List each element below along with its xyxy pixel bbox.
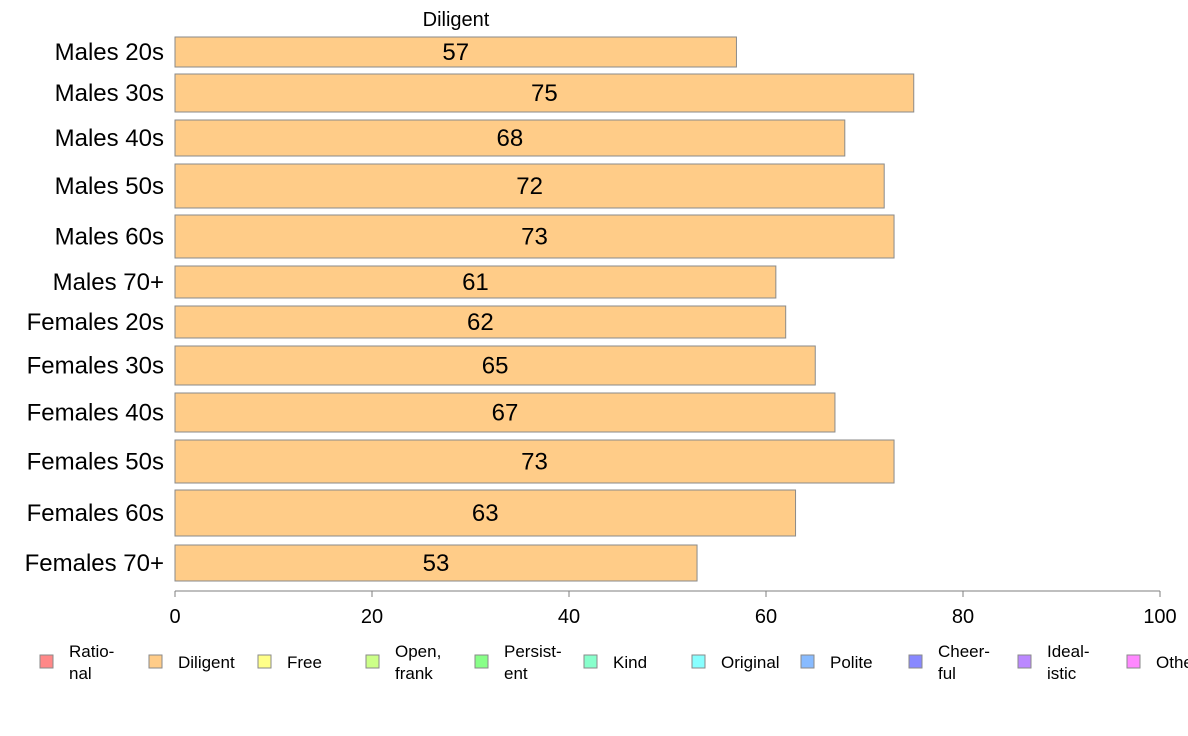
legend-swatch-cheer-ful bbox=[908, 654, 923, 669]
bar-males-60s bbox=[174, 214, 895, 259]
x-tick-label-20: 20 bbox=[361, 606, 383, 628]
bar-females-70 bbox=[174, 544, 698, 582]
value-label-males-50s: 72 bbox=[516, 173, 543, 200]
x-tick-label-60: 60 bbox=[755, 606, 777, 628]
bar-males-30s bbox=[174, 73, 915, 113]
legend-label-persist-ent-line-1: Persist- bbox=[504, 642, 562, 661]
legend-swatch-free bbox=[257, 654, 272, 669]
legend-label-kind: Kind bbox=[613, 653, 647, 672]
value-label-males-30s: 75 bbox=[531, 80, 558, 107]
bar-females-50s bbox=[174, 439, 895, 484]
legend-swatch-diligent bbox=[148, 654, 163, 669]
value-label-males-40s: 68 bbox=[497, 125, 524, 152]
value-label-females-50s: 73 bbox=[521, 449, 548, 476]
value-label-females-60s: 63 bbox=[472, 500, 499, 527]
x-tick-label-40: 40 bbox=[558, 606, 580, 628]
legend-swatch-open-frank bbox=[365, 654, 380, 669]
bar-males-70 bbox=[174, 265, 777, 299]
category-label-males-40s: Males 40s bbox=[55, 125, 164, 152]
legend-label-persist-ent-line-2: ent bbox=[504, 664, 528, 683]
chart-title: Diligent bbox=[423, 9, 490, 31]
legend-swatch-ratio-nal bbox=[39, 654, 54, 669]
legend-label-ratio-nal-line-2: nal bbox=[69, 664, 92, 683]
value-label-males-20s: 57 bbox=[442, 39, 469, 66]
legend-label-free: Free bbox=[287, 653, 322, 672]
legend-label-ideal-istic-line-2: istic bbox=[1047, 664, 1077, 683]
category-label-females-30s: Females 30s bbox=[27, 353, 164, 380]
category-label-females-50s: Females 50s bbox=[27, 449, 164, 476]
category-label-females-70: Females 70+ bbox=[25, 550, 164, 577]
bar-males-40s bbox=[174, 119, 846, 157]
value-label-females-20s: 62 bbox=[467, 309, 494, 336]
legend-label-open-frank-line-2: frank bbox=[395, 664, 433, 683]
legend-swatch-polite bbox=[800, 654, 815, 669]
x-axis: 0 20 40 60 80 100 bbox=[169, 590, 1177, 628]
legend-swatch-ideal-istic bbox=[1017, 654, 1032, 669]
legend-label-other: Other bbox=[1156, 653, 1188, 672]
legend-label-diligent: Diligent bbox=[178, 653, 235, 672]
category-label-females-40s: Females 40s bbox=[27, 400, 164, 427]
category-label-females-60s: Females 60s bbox=[27, 500, 164, 527]
legend: Ratio-nal Diligent Free Open, frank Persist-e… bbox=[39, 642, 1188, 683]
legend-swatch-persist-ent bbox=[474, 654, 489, 669]
category-label-males-30s: Males 30s bbox=[55, 80, 164, 107]
legend-label-original: Original bbox=[721, 653, 780, 672]
category-label-males-20s: Males 20s bbox=[55, 39, 164, 66]
value-label-females-40s: 67 bbox=[492, 400, 519, 427]
category-label-males-70: Males 70+ bbox=[53, 269, 164, 296]
legend-label-cheer-ful-line-1: Cheer- bbox=[938, 642, 990, 661]
legend-swatch-kind bbox=[583, 654, 598, 669]
value-label-females-70: 53 bbox=[423, 550, 450, 577]
bar-females-40s bbox=[174, 392, 836, 433]
legend-label-open-frank-line-1: Open, bbox=[395, 642, 441, 661]
legend-swatch-other bbox=[1126, 654, 1141, 669]
bar-females-30s bbox=[174, 345, 816, 386]
value-label-males-70: 61 bbox=[462, 269, 489, 296]
value-label-males-60s: 73 bbox=[521, 224, 548, 251]
legend-label-cheer-ful-line-2: ful bbox=[938, 664, 956, 683]
legend-label-ratio-nal-line-1: Ratio- bbox=[69, 642, 114, 661]
bars-group: Males 20s 57 Males 30s 75 Males 40s 68 Males 5… bbox=[25, 36, 915, 582]
bar-males-20s bbox=[174, 36, 737, 68]
bar-males-50s bbox=[174, 163, 885, 209]
x-tick-label-100: 100 bbox=[1143, 606, 1176, 628]
x-tick-label-80: 80 bbox=[952, 606, 974, 628]
category-label-males-50s: Males 50s bbox=[55, 173, 164, 200]
x-tick-label-0: 0 bbox=[169, 606, 180, 628]
legend-swatch-original bbox=[691, 654, 706, 669]
bar-females-20s bbox=[174, 305, 787, 339]
category-label-males-60s: Males 60s bbox=[55, 224, 164, 251]
legend-label-ideal-istic-line-1: Ideal- bbox=[1047, 642, 1090, 661]
category-label-females-20s: Females 20s bbox=[27, 309, 164, 336]
bar-females-60s bbox=[174, 489, 797, 537]
value-label-females-30s: 65 bbox=[482, 353, 509, 380]
legend-label-polite: Polite bbox=[830, 653, 873, 672]
